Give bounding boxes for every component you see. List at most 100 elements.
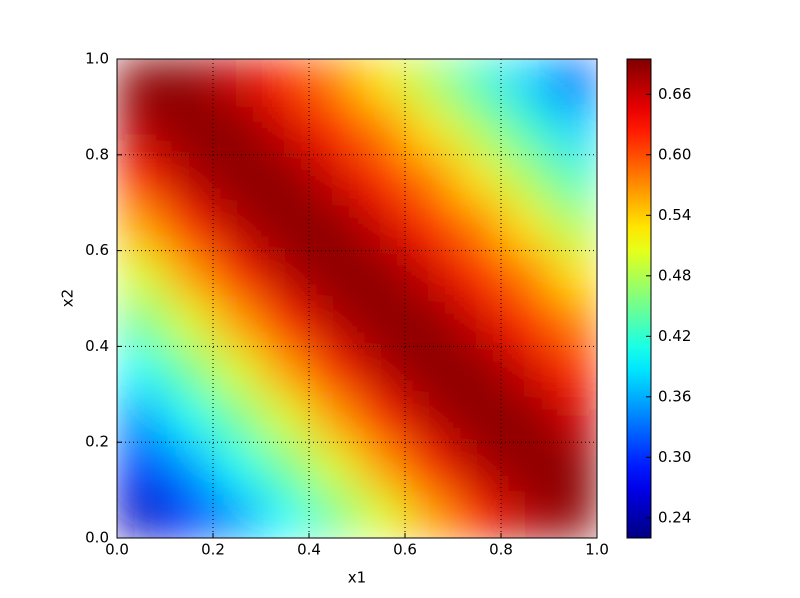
plot-frame	[116, 58, 598, 539]
heatmap-cell	[548, 106, 597, 156]
heatmap-cell	[164, 393, 214, 443]
heatmap-cell	[212, 393, 262, 443]
heatmap-cell	[452, 202, 502, 252]
heatmap-cell	[404, 59, 454, 108]
heatmap-cell	[212, 106, 262, 156]
x-axis-label: x1	[348, 569, 366, 587]
heatmap-cell	[404, 298, 454, 347]
heatmap-cell	[404, 106, 454, 156]
y-tick-label: 0.2	[85, 433, 109, 451]
x-tick-label: 0.4	[297, 541, 321, 559]
heatmap-cell	[308, 250, 358, 299]
heatmap-cell	[404, 345, 454, 395]
heatmap-cell	[164, 441, 214, 491]
heatmap-cell	[260, 393, 310, 443]
heatmap-cell	[164, 59, 214, 108]
heatmap-cell	[164, 250, 214, 299]
heatmap-cell	[500, 489, 550, 538]
heatmap-cell	[260, 489, 310, 538]
colorbar-tick-label: 0.24	[658, 508, 691, 526]
x-tick-label: 0.0	[105, 541, 129, 559]
heatmap-cell	[356, 489, 406, 538]
heatmap-cell	[260, 154, 310, 204]
heatmap-cell	[308, 59, 358, 108]
heatmap-cell	[452, 393, 502, 443]
heatmap-cell	[356, 106, 406, 156]
heatmap-cell	[548, 393, 597, 443]
heatmap-cell	[308, 489, 358, 538]
y-tick-label: 0.0	[85, 529, 109, 547]
colorbar-tick-label: 0.54	[658, 206, 691, 224]
heatmap-cell	[117, 489, 166, 538]
heatmap-cell	[452, 298, 502, 347]
heatmap-cell	[500, 154, 550, 204]
x-tick-label: 0.8	[489, 541, 513, 559]
heatmap-cell	[452, 106, 502, 156]
heatmap-cell	[548, 59, 597, 108]
heatmap-cell	[500, 298, 550, 347]
heatmap-cell	[356, 298, 406, 347]
colorbar-tick-label: 0.48	[658, 266, 691, 284]
heatmap-cell	[117, 59, 166, 108]
heatmap-cell	[164, 202, 214, 252]
heatmap-cell	[404, 250, 454, 299]
y-tick-label: 0.4	[85, 337, 109, 355]
heatmap	[117, 59, 597, 538]
heatmap-cell	[548, 250, 597, 299]
heatmap-cell	[548, 202, 597, 252]
heatmap-cell	[117, 298, 166, 347]
heatmap-cell	[117, 441, 166, 491]
heatmap-cell	[356, 345, 406, 395]
heatmap-cell	[260, 202, 310, 252]
heatmap-cell	[212, 250, 262, 299]
heatmap-cell	[308, 106, 358, 156]
heatmap-cell	[260, 106, 310, 156]
heatmap-cell	[452, 250, 502, 299]
heatmap-cell	[500, 106, 550, 156]
heatmap-cell	[404, 441, 454, 491]
heatmap-cell	[404, 393, 454, 443]
heatmap-cell	[452, 441, 502, 491]
colorbar-tick-label: 0.36	[658, 387, 691, 405]
heatmap-cell	[356, 202, 406, 252]
heatmap-cell	[548, 345, 597, 395]
heatmap-cell	[452, 59, 502, 108]
heatmap-cell	[356, 154, 406, 204]
heatmap-cell	[308, 154, 358, 204]
heatmap-cell	[164, 345, 214, 395]
heatmap-cell	[500, 59, 550, 108]
heatmap-cell	[212, 154, 262, 204]
heatmap-cell	[164, 106, 214, 156]
heatmap-cell	[452, 345, 502, 395]
heatmap-cell	[308, 393, 358, 443]
y-axis-label: x2	[59, 289, 77, 307]
heatmap-cell	[404, 489, 454, 538]
y-tick-label: 0.8	[85, 145, 109, 163]
heatmap-cell	[212, 441, 262, 491]
heatmap-cell	[117, 345, 166, 395]
heatmap-cell	[500, 250, 550, 299]
heatmap-cell	[212, 345, 262, 395]
heatmap-cell	[356, 250, 406, 299]
heatmap-cell	[548, 154, 597, 204]
colorbar-tick-label: 0.30	[658, 448, 691, 466]
heatmap-cell	[117, 154, 166, 204]
heatmap-cell	[260, 345, 310, 395]
heatmap-cell	[356, 441, 406, 491]
colorbar-tick-label: 0.42	[658, 327, 691, 345]
heatmap-cell	[500, 393, 550, 443]
heatmap-cell	[260, 441, 310, 491]
y-tick-label: 0.6	[85, 241, 109, 259]
heatmap-cell	[500, 202, 550, 252]
heatmap-cell	[117, 106, 166, 156]
heatmap-cell	[164, 154, 214, 204]
heatmap-cell	[356, 59, 406, 108]
heatmap-cell	[548, 298, 597, 347]
heatmap-cell	[164, 298, 214, 347]
heatmap-cell	[212, 489, 262, 538]
x-tick-label: 0.6	[393, 541, 417, 559]
heatmap-cell	[548, 489, 597, 538]
heatmap-cell	[308, 441, 358, 491]
x-tick-label: 1.0	[585, 541, 609, 559]
